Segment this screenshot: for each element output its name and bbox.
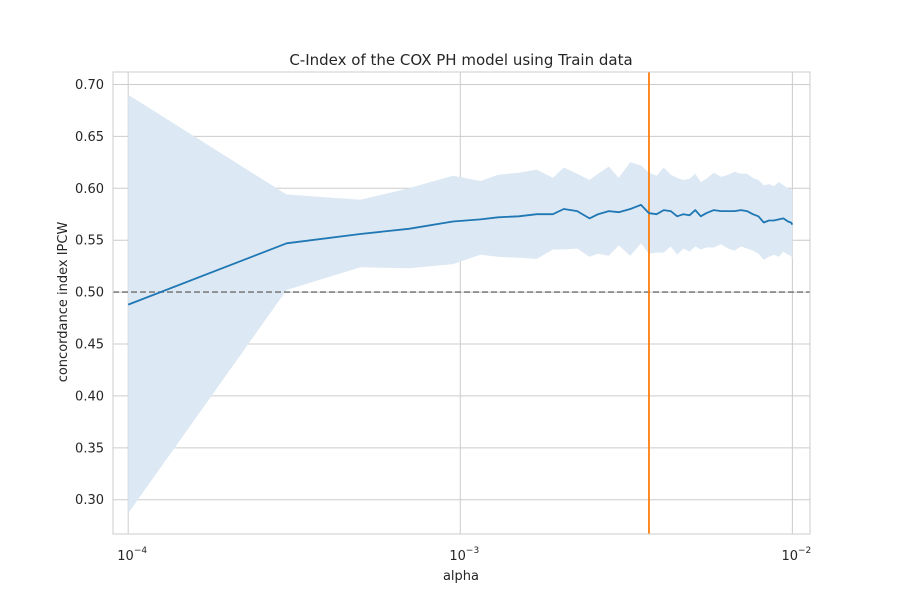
- chart-title: C-Index of the COX PH model using Train …: [289, 51, 632, 69]
- x-tick-label: 10−3: [449, 546, 479, 564]
- y-tick-label: 0.55: [75, 234, 104, 249]
- y-tick-label: 0.65: [75, 130, 104, 145]
- x-ticks: 10−4 10−3 10−2: [117, 546, 811, 564]
- y-tick-label: 0.60: [75, 182, 104, 197]
- y-tick-label: 0.50: [75, 286, 104, 301]
- c-index-line: [127, 203, 794, 306]
- confidence-band: [128, 94, 793, 514]
- confidence-band-area: [128, 94, 793, 514]
- y-tick-label: 0.30: [75, 493, 104, 508]
- plot-frame: [112, 71, 811, 535]
- y-tick-label: 0.70: [75, 78, 104, 93]
- y-tick-label: 0.40: [75, 389, 104, 404]
- y-tick-label: 0.35: [75, 441, 104, 456]
- reference-lines: [113, 72, 810, 534]
- y-axis-label: concordance index IPCW: [56, 222, 71, 383]
- x-tick-label: 10−2: [781, 546, 811, 564]
- y-tick-label: 0.45: [75, 338, 104, 353]
- y-ticks: 0.30 0.35 0.40 0.45 0.50 0.55 0.60 0.65 0.70: [75, 78, 104, 508]
- x-tick-label: 10−4: [117, 546, 147, 564]
- x-axis-label: alpha: [443, 569, 479, 584]
- series: [127, 203, 794, 306]
